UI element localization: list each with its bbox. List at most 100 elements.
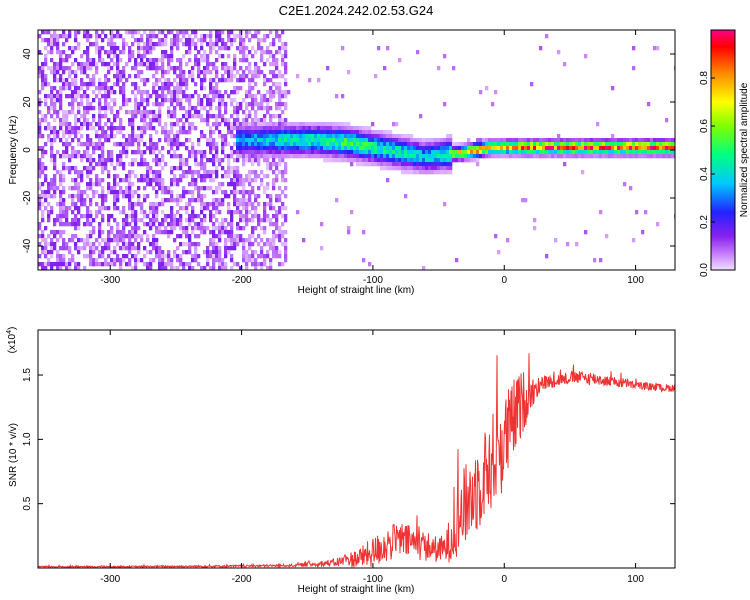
spectrogram-cell bbox=[281, 74, 285, 79]
spectrogram-cell bbox=[260, 58, 264, 63]
spectrogram-cell bbox=[242, 122, 246, 127]
spectrogram-cell bbox=[614, 146, 618, 151]
spectrogram-cell bbox=[71, 150, 75, 155]
spectrogram-cell bbox=[161, 98, 165, 103]
spectrogram-cell bbox=[122, 234, 126, 239]
spectrogram-cell bbox=[131, 234, 135, 239]
spectrogram-cell bbox=[323, 138, 327, 143]
spectrogram-cell bbox=[86, 50, 90, 55]
spectrogram-cell bbox=[53, 246, 57, 251]
spectrogram-cell bbox=[599, 138, 603, 143]
spectrogram-cell bbox=[248, 122, 252, 127]
spectrogram-cell bbox=[275, 174, 279, 179]
spectrogram-cell bbox=[482, 150, 486, 155]
spectrogram-cell bbox=[140, 218, 144, 223]
spectrogram-cell bbox=[209, 130, 213, 135]
spectrogram-cell bbox=[155, 226, 159, 231]
spectrogram-cell bbox=[101, 202, 105, 207]
spectrogram-cell bbox=[44, 194, 48, 199]
spectrogram-cell bbox=[482, 146, 486, 151]
snr-y-ticks: 0.51.01.5 bbox=[22, 368, 675, 511]
spectrogram-cell bbox=[407, 166, 411, 171]
spectrogram-cell bbox=[263, 62, 267, 67]
spectrogram-cell bbox=[149, 150, 153, 155]
spectrogram-cell bbox=[179, 102, 183, 107]
spectrogram-cell bbox=[161, 254, 165, 259]
spectrogram-cell bbox=[233, 242, 237, 247]
spectrogram-cell bbox=[77, 110, 81, 115]
spectrogram-cell bbox=[302, 122, 306, 127]
spectrogram-cell bbox=[77, 186, 81, 191]
spectrogram-cell bbox=[152, 46, 156, 51]
spectrogram-cell bbox=[269, 118, 273, 123]
spectrogram-cell bbox=[113, 202, 117, 207]
spectrogram-cell bbox=[83, 246, 87, 251]
spectrogram-cell bbox=[155, 66, 159, 71]
spectrogram-cell bbox=[284, 90, 288, 95]
spectrogram-cell bbox=[272, 54, 276, 59]
spectrogram-cell bbox=[254, 130, 258, 135]
spectrogram-cell bbox=[44, 38, 48, 43]
spectrogram-cell bbox=[152, 178, 156, 183]
spectrogram-cell bbox=[557, 134, 561, 139]
spectrogram-cell bbox=[260, 218, 264, 223]
spectrogram-cell bbox=[155, 58, 159, 63]
spectrogram-cell bbox=[170, 98, 174, 103]
spectrogram-cell bbox=[476, 138, 480, 143]
spectrogram-cell bbox=[77, 86, 81, 91]
spectrogram-cell bbox=[434, 146, 438, 151]
spectrogram-cell bbox=[152, 62, 156, 67]
spectrogram-cell bbox=[203, 178, 207, 183]
spectrogram-cell bbox=[278, 82, 282, 87]
spectrogram-cell bbox=[173, 238, 177, 243]
spectrogram-cell bbox=[146, 162, 150, 167]
spectrogram-cell bbox=[71, 46, 75, 51]
spectrogram-cell bbox=[611, 142, 615, 147]
spectrogram-cell bbox=[239, 182, 243, 187]
spectrogram-cell bbox=[98, 118, 102, 123]
spectrogram-cell bbox=[179, 162, 183, 167]
spectrogram-cell bbox=[236, 106, 240, 111]
spectrogram-cell bbox=[107, 254, 111, 259]
spectrogram-cell bbox=[257, 186, 261, 191]
spectrogram-cell bbox=[131, 66, 135, 71]
spectrogram-cell bbox=[656, 46, 660, 51]
spectrogram-cell bbox=[674, 142, 675, 147]
spectrogram-cell bbox=[170, 190, 174, 195]
spectrogram-cell bbox=[170, 226, 174, 231]
spectrogram-cell bbox=[206, 122, 210, 127]
spectrogram-cell bbox=[212, 230, 216, 235]
spectrogram-cell bbox=[197, 66, 201, 71]
spectrogram-cell bbox=[236, 130, 240, 135]
spectrogram-cell bbox=[188, 122, 192, 127]
spectrogram-cell bbox=[71, 186, 75, 191]
spectrogram-cell bbox=[278, 142, 282, 147]
spectrogram-cell bbox=[347, 158, 351, 163]
spectrogram-cell bbox=[197, 50, 201, 55]
spectrogram-cell bbox=[104, 246, 108, 251]
spectrogram-cell bbox=[290, 142, 294, 147]
spectrogram-cell bbox=[269, 98, 273, 103]
spectrogram-cell bbox=[251, 206, 255, 211]
spectrogram-cell bbox=[44, 58, 48, 63]
spectrogram-cell bbox=[311, 126, 315, 131]
spectrogram-cell bbox=[194, 42, 198, 47]
spectrogram-cell bbox=[251, 34, 255, 39]
spectrogram-cell bbox=[284, 242, 288, 247]
spectrogram-cell bbox=[470, 154, 474, 159]
spectrogram-cell bbox=[371, 146, 375, 151]
spectrogram-cell bbox=[242, 54, 246, 59]
spectrogram-cell bbox=[497, 146, 501, 151]
spectrogram-cell bbox=[344, 122, 348, 127]
spectrogram-cell bbox=[86, 122, 90, 127]
snr-y-tick-label: 1.0 bbox=[22, 432, 33, 446]
spectrogram-cell bbox=[227, 130, 231, 135]
spectrogram-cell bbox=[296, 122, 300, 127]
spectrogram-cell bbox=[116, 154, 120, 159]
spectrogram-cell bbox=[233, 54, 237, 59]
spectrogram-cell bbox=[236, 242, 240, 247]
colorbar-tick-label: 0.0 bbox=[699, 263, 710, 277]
spectrogram-cell bbox=[569, 154, 573, 159]
spectrogram-cell bbox=[200, 222, 204, 227]
spectrogram-cell bbox=[164, 226, 168, 231]
